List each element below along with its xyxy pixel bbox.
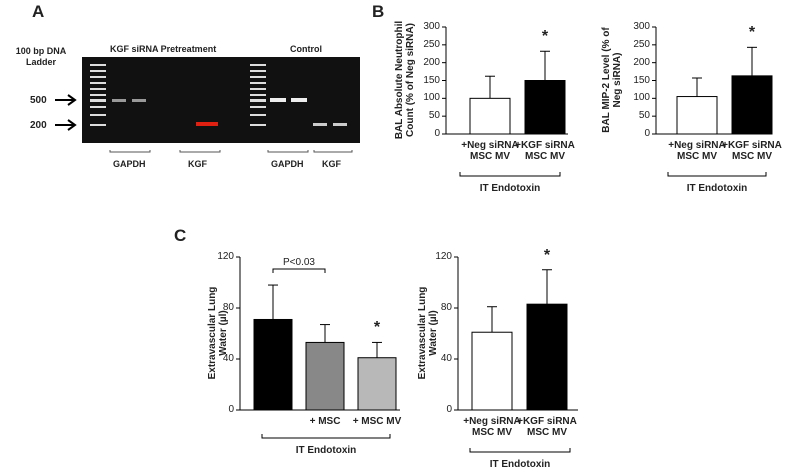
y-tick-label: 150 — [423, 74, 440, 86]
y-tick-label: 50 — [428, 110, 440, 122]
group-bracket — [459, 172, 561, 177]
x-tick-label: +KGF siRNA MSC MV — [515, 140, 575, 162]
size-marker: 200 — [30, 120, 47, 131]
y-tick-label: 40 — [440, 353, 452, 364]
x-tick-label: +KGF siRNA MSC MV — [722, 140, 782, 162]
band — [132, 99, 146, 102]
lane-label: GAPDH — [271, 159, 304, 169]
y-tick-label: 200 — [633, 56, 650, 68]
y-tick-label: 150 — [633, 74, 650, 86]
bar — [676, 96, 718, 135]
lane-label: GAPDH — [113, 159, 146, 169]
y-tick-label: 0 — [446, 404, 452, 415]
band — [291, 98, 307, 102]
y-tick-label: 100 — [633, 92, 650, 104]
y-tick-label: 80 — [440, 302, 452, 313]
y-tick-label: 120 — [435, 251, 452, 262]
panel-label: A — [32, 2, 45, 21]
band — [270, 98, 286, 102]
y-tick-label: 80 — [222, 302, 234, 313]
annotation: * — [748, 24, 756, 42]
x-tick-label: +Neg siRNA MSC MV — [668, 140, 726, 162]
y-axis-label: Extravascular Lung Water (µl) — [207, 286, 229, 379]
panel-label: B — [372, 2, 385, 21]
ladder-bands — [90, 64, 266, 126]
y-tick-label: 250 — [633, 38, 650, 50]
y-tick-label: 300 — [423, 21, 440, 32]
gel-image — [82, 57, 360, 143]
y-tick-label: 0 — [434, 128, 440, 139]
y-tick-label: 0 — [644, 128, 650, 139]
bar — [469, 97, 511, 135]
x-tick-label: +Neg siRNA MSC MV — [461, 140, 519, 162]
y-axis-label: BAL Absolute Neutrophil Count (% of Neg … — [394, 20, 416, 139]
y-tick-label: 300 — [633, 21, 650, 32]
lane-label: KGF — [188, 159, 207, 169]
lane-label: KGF — [322, 159, 341, 169]
panel-label: C — [174, 226, 187, 245]
y-tick-label: 120 — [217, 251, 234, 262]
annotation: * — [373, 319, 381, 337]
x-tick-label: +Neg siRNA MSC MV — [463, 416, 521, 438]
lane-brackets — [109, 150, 353, 153]
group-bracket — [667, 172, 767, 177]
x-tick-label: +KGF siRNA MSC MV — [517, 416, 577, 438]
group-bracket — [261, 434, 391, 439]
arrows — [55, 94, 77, 131]
group-label: IT Endotoxin — [479, 183, 541, 194]
bar — [471, 331, 513, 411]
bar — [253, 318, 293, 411]
group-label: IT Endotoxin — [295, 445, 357, 456]
x-tick-label: + MSC MV — [352, 416, 402, 427]
bar — [524, 80, 566, 135]
comparison-bracket — [272, 268, 326, 273]
y-axis-label: BAL MIP-2 Level (% of Neg siRNA) — [601, 26, 623, 133]
y-tick-label: 40 — [222, 353, 234, 364]
group-label: IT Endotoxin — [686, 183, 748, 194]
band — [333, 123, 347, 126]
y-tick-label: 200 — [423, 56, 440, 68]
y-tick-label: 50 — [638, 110, 650, 122]
comparison-label: P<0.03 — [283, 257, 315, 268]
bar — [305, 341, 345, 411]
band — [313, 123, 327, 126]
y-tick-label: 0 — [228, 404, 234, 415]
y-tick-label: 250 — [423, 38, 440, 50]
annotation: * — [541, 28, 549, 46]
ladder-label: 100 bp DNA Ladder — [15, 46, 67, 67]
gel-group-label: KGF siRNA Pretreatment — [110, 44, 217, 54]
gel-group-label: Control — [290, 44, 322, 54]
band — [112, 99, 126, 102]
group-label: IT Endotoxin — [489, 459, 551, 470]
gel — [55, 57, 360, 153]
bar — [357, 357, 397, 411]
bar — [731, 75, 773, 135]
band — [196, 122, 218, 126]
size-marker: 500 — [30, 95, 47, 106]
y-axis-label: Extravascular Lung Water (µl) — [417, 286, 439, 379]
x-tick-label: + MSC — [309, 416, 341, 427]
bar — [526, 303, 568, 411]
y-tick-label: 100 — [423, 92, 440, 104]
annotation: * — [543, 246, 551, 264]
group-bracket — [469, 448, 571, 453]
